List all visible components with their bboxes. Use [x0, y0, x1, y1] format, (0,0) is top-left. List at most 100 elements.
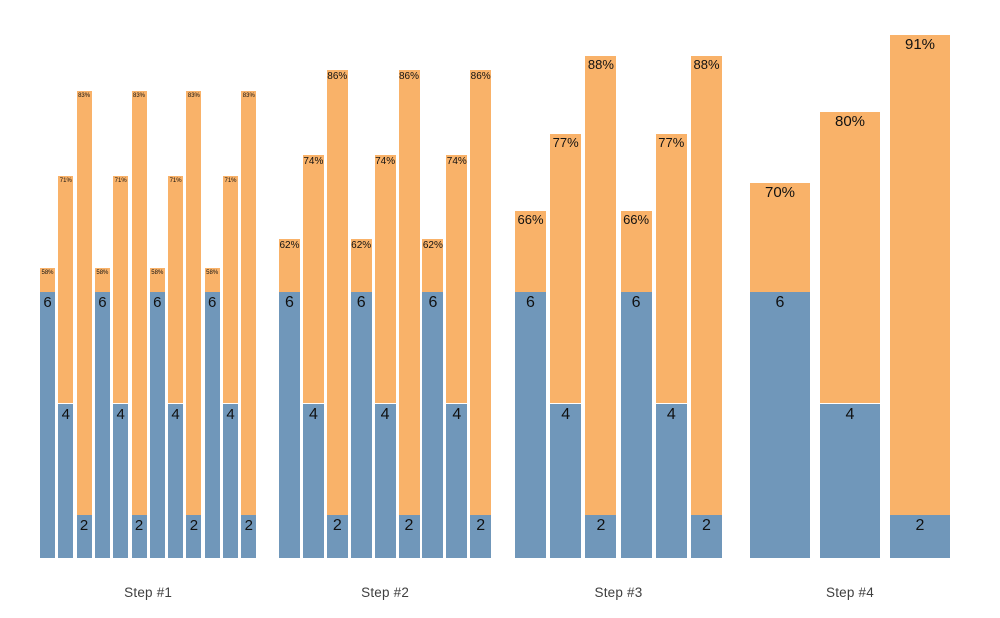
bar-segment-orange [585, 56, 617, 515]
bar-value-label: 6 [43, 294, 52, 311]
bar-segment-orange [470, 70, 492, 515]
bar-segment-orange [691, 56, 722, 515]
bar-segment-blue [585, 515, 617, 558]
bar-segment-orange [223, 175, 238, 404]
bar-segment-orange [94, 267, 110, 292]
bar-percent-label: 58% [96, 269, 109, 276]
bar-value-label: 6 [775, 294, 785, 311]
bar-segment-orange [422, 239, 444, 292]
bar-percent-label: 71% [114, 177, 127, 184]
bar-value-label: 2 [79, 517, 89, 534]
bar-percent-label: 83% [242, 93, 255, 100]
bar-value-label: 2 [404, 517, 414, 534]
bar-value-label: 4 [171, 405, 180, 423]
bar-segment-blue [223, 403, 238, 558]
bar-value-label: 6 [356, 294, 366, 311]
bar-segment-blue [750, 292, 810, 558]
bar-value-label: 6 [285, 294, 294, 311]
bar-percent-label: 62% [422, 240, 443, 252]
bar-segment-orange [241, 91, 257, 515]
bar-percent-label: 74% [446, 155, 467, 167]
bar-value-label: 2 [244, 517, 253, 534]
bar-segment-orange [113, 175, 129, 404]
bar-value-label: 4 [61, 405, 70, 423]
bar-segment-blue [820, 403, 880, 558]
bar-segment-blue [302, 403, 324, 558]
bar-value-label: 4 [380, 405, 390, 423]
bar-value-label: 4 [452, 405, 462, 423]
bar-segment-orange [655, 133, 687, 404]
bar-segment-orange [750, 182, 810, 292]
bar-segment-orange [550, 133, 582, 404]
bar-percent-label: 88% [587, 57, 614, 73]
bar-value-label: 6 [153, 294, 162, 311]
bar-percent-label: 83% [132, 93, 145, 100]
bar-segment-orange [40, 267, 55, 292]
bar-percent-label: 62% [279, 240, 300, 252]
bar-segment-orange [515, 211, 546, 292]
bar-segment-blue [515, 292, 546, 558]
bar-segment-blue [204, 292, 220, 558]
bar-segment-blue [279, 292, 300, 558]
bar-segment-orange [168, 175, 184, 404]
bar-segment-orange [820, 112, 880, 404]
bar-percent-label: 91% [904, 35, 936, 53]
bar-value-label: 6 [428, 294, 438, 311]
bar-value-label: 6 [631, 294, 641, 311]
bar-percent-label: 66% [623, 212, 650, 228]
bar-value-label: 4 [666, 405, 676, 423]
bar-percent-label: 86% [327, 71, 348, 83]
bar-segment-blue [620, 292, 652, 558]
bar-segment-blue [76, 515, 92, 558]
bar-value-label: 6 [208, 294, 217, 311]
bar-value-label: 2 [332, 517, 342, 534]
bar-segment-blue [113, 403, 129, 558]
bar-segment-orange [186, 91, 202, 515]
bar-value-label: 4 [226, 405, 235, 423]
bar-percent-label: 74% [303, 155, 324, 167]
bar-segment-orange [890, 34, 950, 515]
bar-percent-label: 74% [375, 155, 396, 167]
bar-segment-blue [326, 515, 348, 558]
bar-segment-blue [149, 292, 165, 558]
bar-value-label: 2 [189, 517, 199, 534]
bar-value-label: 2 [476, 517, 486, 534]
bar-segment-orange [58, 175, 74, 404]
bar-value-label: 4 [116, 405, 125, 423]
bar-percent-label: 71% [224, 177, 237, 184]
bar-percent-label: 58% [151, 269, 164, 276]
bar-segment-blue [241, 515, 257, 558]
bar-percent-label: 77% [658, 134, 685, 150]
bar-segment-orange [131, 91, 147, 515]
bar-segment-orange [398, 70, 420, 515]
bar-value-label: 2 [915, 517, 925, 534]
bar-segment-orange [302, 154, 324, 404]
bar-segment-blue [131, 515, 147, 558]
bar-segment-blue [422, 292, 444, 558]
bar-percent-label: 58% [206, 269, 219, 276]
bar-percent-label: 83% [78, 93, 91, 100]
bar-segment-blue [655, 403, 687, 558]
bar-value-label: 4 [561, 405, 571, 423]
bar-segment-orange [76, 91, 92, 515]
bar-segment-orange [149, 267, 165, 292]
bar-segment-blue [446, 403, 468, 558]
bar-value-label: 4 [308, 405, 318, 423]
bar-segment-orange [204, 267, 220, 292]
bar-value-label: 6 [98, 294, 107, 311]
bar-segment-orange [374, 154, 396, 404]
bar-segment-orange [326, 70, 348, 515]
bar-segment-orange [350, 239, 372, 292]
bar-segment-orange [620, 211, 652, 292]
bar-segment-blue [691, 515, 722, 558]
bar-segment-blue [94, 292, 110, 558]
bar-percent-label: 83% [187, 93, 200, 100]
bar-percent-label: 71% [169, 177, 182, 184]
bar-percent-label: 71% [59, 177, 72, 184]
bar-segment-blue [58, 403, 74, 558]
bar-value-label: 4 [845, 405, 855, 423]
bar-segment-blue [40, 292, 55, 558]
bar-percent-label: 77% [552, 134, 579, 150]
step-label: Step #2 [361, 585, 410, 600]
